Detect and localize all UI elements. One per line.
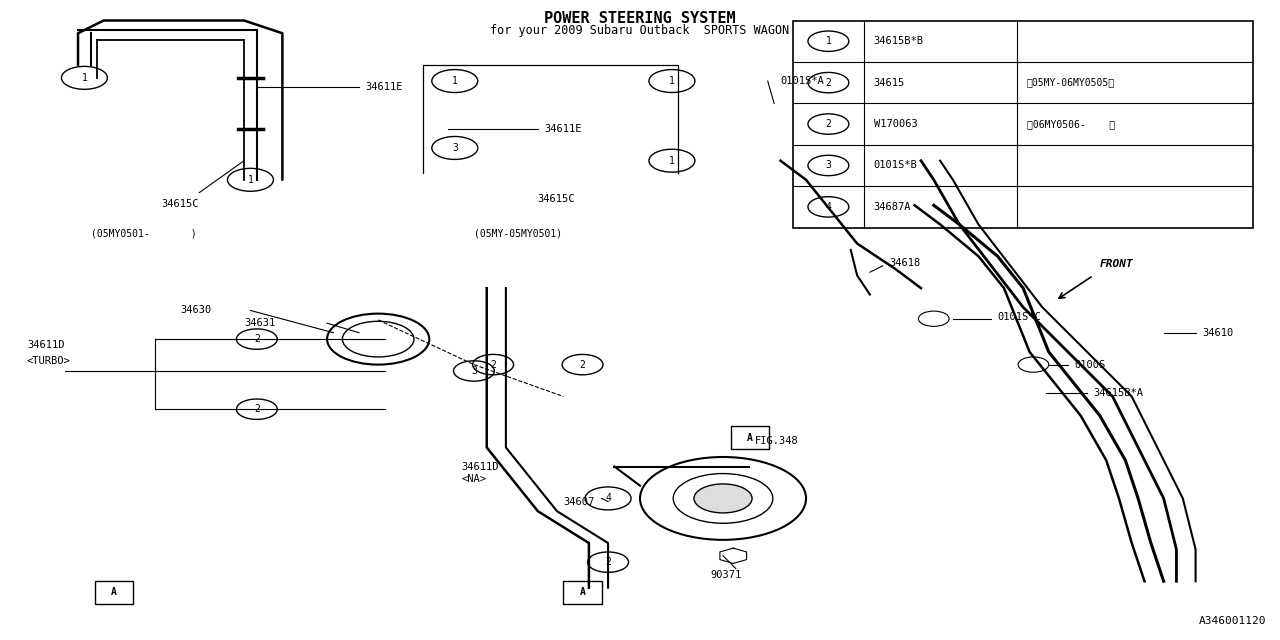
Text: 1: 1 (82, 73, 87, 83)
Text: 1: 1 (669, 156, 675, 166)
Text: 0100S: 0100S (1074, 360, 1106, 370)
Text: for your 2009 Subaru Outback  SPORTS WAGON: for your 2009 Subaru Outback SPORTS WAGO… (490, 24, 790, 36)
Circle shape (694, 484, 753, 513)
Text: 34610: 34610 (1202, 328, 1233, 338)
Text: A: A (111, 587, 116, 597)
Text: 34615C: 34615C (161, 199, 198, 209)
Text: 34615: 34615 (874, 77, 905, 88)
Bar (794, 20, 1253, 228)
Text: 1: 1 (826, 36, 831, 46)
Text: 3: 3 (826, 161, 831, 170)
Text: (05MY-05MY0501): (05MY-05MY0501) (474, 229, 562, 239)
Text: 34615B*A: 34615B*A (1093, 388, 1143, 398)
Text: 3: 3 (471, 366, 477, 376)
Text: (05MY0501-       ): (05MY0501- ) (91, 229, 197, 239)
Text: 1: 1 (452, 76, 458, 86)
Text: 0101S*A: 0101S*A (781, 76, 824, 86)
Text: 34611E: 34611E (544, 124, 581, 134)
Text: 2: 2 (580, 360, 585, 370)
Text: FRONT: FRONT (1100, 259, 1134, 269)
Text: 2: 2 (490, 360, 497, 370)
Text: 4: 4 (605, 493, 611, 504)
Text: 34607: 34607 (563, 497, 595, 507)
Text: 〈06MY0506-    〉: 〈06MY0506- 〉 (1027, 119, 1115, 129)
Text: 4: 4 (826, 202, 831, 212)
Text: 1: 1 (247, 175, 253, 185)
Text: 2: 2 (253, 334, 260, 344)
Text: 34615B*B: 34615B*B (874, 36, 924, 46)
Text: 3: 3 (452, 143, 458, 153)
Text: 34611D: 34611D (461, 461, 499, 472)
Text: A: A (748, 433, 753, 443)
Text: A: A (580, 587, 585, 597)
Text: 2: 2 (253, 404, 260, 414)
Bar (563, 580, 602, 604)
Text: 1: 1 (669, 76, 675, 86)
Text: 2: 2 (826, 77, 831, 88)
Text: W170063: W170063 (874, 119, 918, 129)
Text: 〈05MY-06MY0505〉: 〈05MY-06MY0505〉 (1027, 77, 1115, 88)
Text: FIG.348: FIG.348 (755, 436, 799, 446)
Text: <TURBO>: <TURBO> (27, 356, 70, 367)
Text: 34611E: 34611E (365, 83, 403, 92)
Text: 0101S*C: 0101S*C (997, 312, 1042, 322)
Text: 34687A: 34687A (874, 202, 911, 212)
Text: 34630: 34630 (180, 305, 211, 316)
Text: 2: 2 (826, 119, 831, 129)
Text: 0101S*B: 0101S*B (874, 161, 918, 170)
Text: 90371: 90371 (710, 570, 741, 580)
Bar (95, 580, 133, 604)
Text: 34618: 34618 (890, 258, 920, 268)
Text: 34631: 34631 (244, 318, 275, 328)
Text: POWER STEERING SYSTEM: POWER STEERING SYSTEM (544, 11, 736, 26)
Bar (731, 426, 769, 449)
Text: <NA>: <NA> (461, 474, 486, 484)
Text: 34615C: 34615C (538, 194, 575, 204)
Text: 34611D: 34611D (27, 340, 64, 351)
Text: 2: 2 (605, 557, 611, 567)
Text: A346001120: A346001120 (1198, 616, 1266, 626)
